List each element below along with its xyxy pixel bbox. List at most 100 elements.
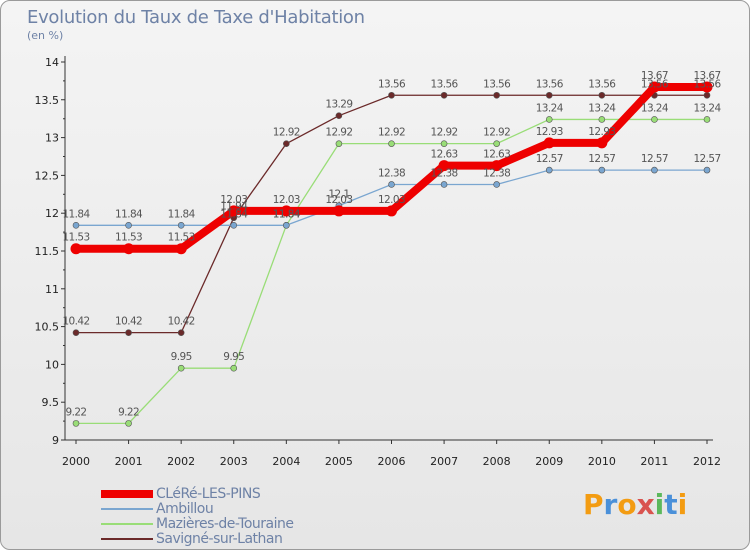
data-label: 11.84 xyxy=(62,208,90,220)
data-label: 10.42 xyxy=(62,316,89,328)
data-label: 12.92 xyxy=(378,127,405,139)
data-point xyxy=(283,221,290,229)
data-point xyxy=(125,329,132,336)
logo-letter: t xyxy=(664,488,678,521)
data-point xyxy=(651,166,658,174)
x-tick-label: 2010 xyxy=(588,455,616,468)
data-label: 13.56 xyxy=(588,78,616,90)
data-label: 13.56 xyxy=(483,78,511,90)
data-label: 12.92 xyxy=(273,127,300,139)
data-point xyxy=(648,81,660,93)
data-label: 11.53 xyxy=(168,232,195,244)
data-point xyxy=(493,181,500,188)
data-point xyxy=(335,112,343,119)
data-label: 12.92 xyxy=(431,127,458,139)
data-label: 13.67 xyxy=(693,70,720,82)
legend-swatch xyxy=(101,490,153,498)
data-label: 11.84 xyxy=(273,208,301,220)
data-label: 12.57 xyxy=(536,153,563,165)
logo-letter: i xyxy=(654,488,665,521)
data-point xyxy=(388,91,395,99)
x-tick-label: 2012 xyxy=(693,455,721,468)
data-point xyxy=(175,243,187,255)
data-point xyxy=(703,116,711,123)
proxiti-logo: Proxiti xyxy=(583,488,687,521)
data-point xyxy=(701,81,713,93)
logo-letter: r xyxy=(603,488,618,521)
data-label: 12.03 xyxy=(378,194,405,206)
data-label: 13.56 xyxy=(378,78,406,90)
data-point xyxy=(335,140,343,147)
data-label: 13.29 xyxy=(325,99,352,111)
y-tick-label: 9.5 xyxy=(42,396,60,409)
data-point xyxy=(545,166,553,174)
x-tick-label: 2011 xyxy=(640,455,668,468)
legend-label: Savigné-sur-Lathan xyxy=(156,531,283,547)
data-point xyxy=(491,160,503,172)
chart-title: Evolution du Taux de Taxe d'Habitation xyxy=(27,7,365,28)
data-label: 12.03 xyxy=(325,194,352,206)
data-label: 10.42 xyxy=(115,316,142,328)
legend-label: Mazières-de-Touraine xyxy=(156,516,294,532)
y-tick-label: 11 xyxy=(45,283,59,296)
x-tick-label: 2003 xyxy=(220,455,248,468)
data-label: 13.24 xyxy=(536,102,564,114)
data-label: 11.53 xyxy=(115,232,142,244)
data-point xyxy=(493,140,500,147)
data-label: 12.92 xyxy=(483,127,510,139)
data-point xyxy=(596,137,608,149)
data-label: 13.56 xyxy=(536,78,564,90)
y-tick-label: 10 xyxy=(45,358,59,371)
data-point xyxy=(598,91,606,99)
x-tick-label: 2002 xyxy=(167,455,195,468)
data-point xyxy=(438,160,450,172)
data-label: 11.84 xyxy=(168,208,196,220)
data-point xyxy=(72,420,80,427)
data-point xyxy=(123,243,135,255)
data-label: 11.94 xyxy=(220,201,248,213)
data-label: 13.24 xyxy=(693,102,721,114)
data-point xyxy=(598,116,606,123)
data-label: 9.22 xyxy=(118,406,139,418)
y-tick-label: 10.5 xyxy=(35,321,60,334)
data-label: 12.03 xyxy=(220,194,247,206)
x-tick-label: 2009 xyxy=(535,455,563,468)
data-point xyxy=(440,181,448,188)
data-label: 11.84 xyxy=(115,208,143,220)
y-tick-label: 13.5 xyxy=(35,94,60,107)
data-point xyxy=(386,205,397,217)
data-point xyxy=(545,116,553,123)
data-label: 12.63 xyxy=(431,149,458,161)
data-point xyxy=(545,91,553,99)
x-tick-label: 2000 xyxy=(62,455,90,468)
x-tick-label: 2004 xyxy=(272,455,300,468)
x-tick-label: 2005 xyxy=(325,455,353,468)
legend-swatch xyxy=(101,538,153,540)
y-tick-label: 13 xyxy=(45,132,59,145)
data-point xyxy=(125,221,132,229)
data-label: 10.42 xyxy=(168,316,195,328)
data-point xyxy=(651,116,658,123)
data-point xyxy=(440,91,448,99)
data-label: 12.03 xyxy=(273,194,300,206)
legend-label: CLéRé-LES-PINS xyxy=(156,486,261,502)
data-label: 11.84 xyxy=(273,208,301,220)
data-point xyxy=(177,221,185,229)
data-point xyxy=(228,205,240,217)
data-label: 11.53 xyxy=(62,232,89,244)
data-point xyxy=(703,91,711,99)
y-tick-label: 14 xyxy=(45,56,59,69)
data-label: 12.57 xyxy=(588,153,615,165)
legend-swatch xyxy=(101,508,153,510)
data-label: 9.95 xyxy=(223,351,244,363)
y-tick-label: 12.5 xyxy=(35,169,60,182)
data-label: 12.63 xyxy=(483,149,510,161)
chart-subtitle: (en %) xyxy=(27,29,64,42)
data-point xyxy=(333,205,345,217)
data-point xyxy=(70,243,82,255)
data-label: 12.1 xyxy=(328,189,349,201)
data-label: 13.24 xyxy=(641,102,669,114)
data-label: 12.38 xyxy=(431,167,458,179)
